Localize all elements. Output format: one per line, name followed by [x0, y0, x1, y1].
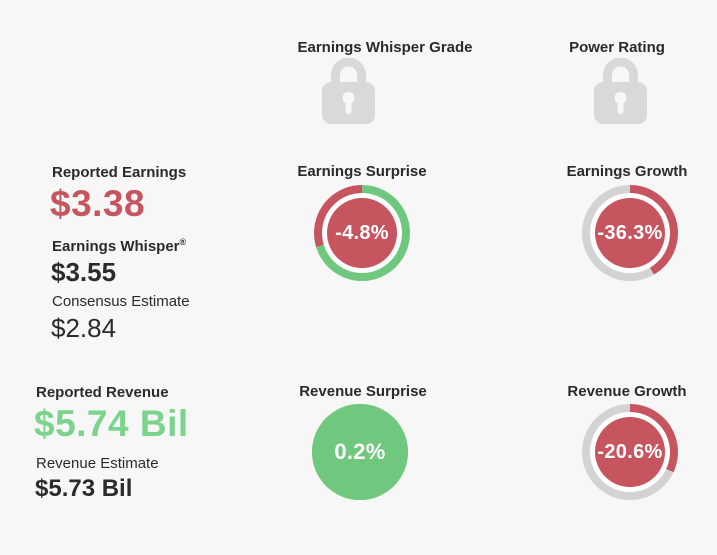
registered-trademark-symbol: ® — [179, 237, 187, 247]
earnings-surprise-value: -4.8% — [327, 198, 397, 268]
earnings-whisper-value: $3.55 — [51, 257, 117, 287]
power-rating-label: Power Rating — [569, 39, 665, 56]
earnings-whisper-grade-label: Earnings Whisper Grade — [297, 39, 473, 56]
power-rating-locked-button[interactable] — [594, 58, 647, 125]
lock-icon — [594, 58, 647, 125]
reported-revenue-value: $5.74 Bil — [34, 403, 189, 444]
revenue-estimate-value: $5.73 Bil — [35, 475, 133, 502]
revenue-estimate-label: Revenue Estimate — [36, 455, 159, 472]
revenue-surprise-value: 0.2% — [312, 404, 408, 500]
revenue-growth-gauge: -20.6% — [582, 404, 678, 500]
revenue-growth-value: -20.6% — [595, 417, 665, 487]
earnings-surprise-label: Earnings Surprise — [297, 163, 427, 180]
revenue-surprise-label: Revenue Surprise — [299, 383, 427, 400]
earnings-growth-gauge: -36.3% — [582, 185, 678, 281]
earnings-growth-label: Earnings Growth — [566, 163, 688, 180]
reported-earnings-value: $3.38 — [50, 183, 146, 224]
revenue-surprise-gauge: 0.2% — [312, 404, 408, 500]
earnings-growth-value: -36.3% — [595, 198, 665, 268]
earnings-surprise-gauge: -4.8% — [314, 185, 410, 281]
reported-earnings-label: Reported Earnings — [52, 164, 187, 181]
reported-revenue-label: Reported Revenue — [36, 384, 169, 401]
revenue-growth-label: Revenue Growth — [567, 383, 687, 400]
earnings-whisper-label: Earnings Whisper® — [52, 237, 187, 255]
consensus-estimate-label: Consensus Estimate — [52, 293, 190, 310]
earnings-whisper-grade-locked-button[interactable] — [322, 58, 375, 125]
consensus-estimate-value: $2.84 — [51, 313, 117, 343]
lock-icon — [322, 58, 375, 125]
